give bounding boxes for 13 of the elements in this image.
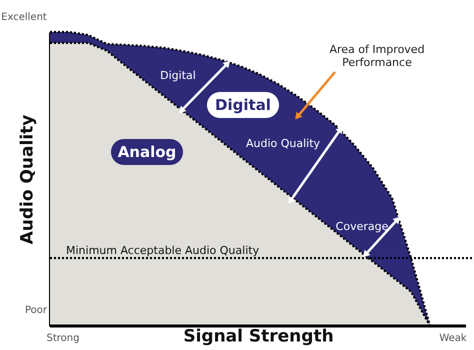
annotation: Coverage xyxy=(336,220,389,233)
series-label: Analog xyxy=(118,143,176,161)
annotation: Audio Quality xyxy=(246,137,321,150)
text: Excellent xyxy=(1,12,47,23)
annotation: Poor xyxy=(24,305,48,316)
x-axis-title: Signal Strength xyxy=(183,326,334,346)
text: Strong xyxy=(46,333,80,344)
series-label: Digital xyxy=(215,96,271,114)
ref-line-label: Minimum Acceptable Audio Quality xyxy=(66,244,260,258)
text: Weak xyxy=(439,333,467,344)
annotation: Digital xyxy=(160,69,196,82)
annotation: Area of Improved Performance xyxy=(329,43,425,69)
y-axis-title: Audio Quality xyxy=(18,114,38,244)
